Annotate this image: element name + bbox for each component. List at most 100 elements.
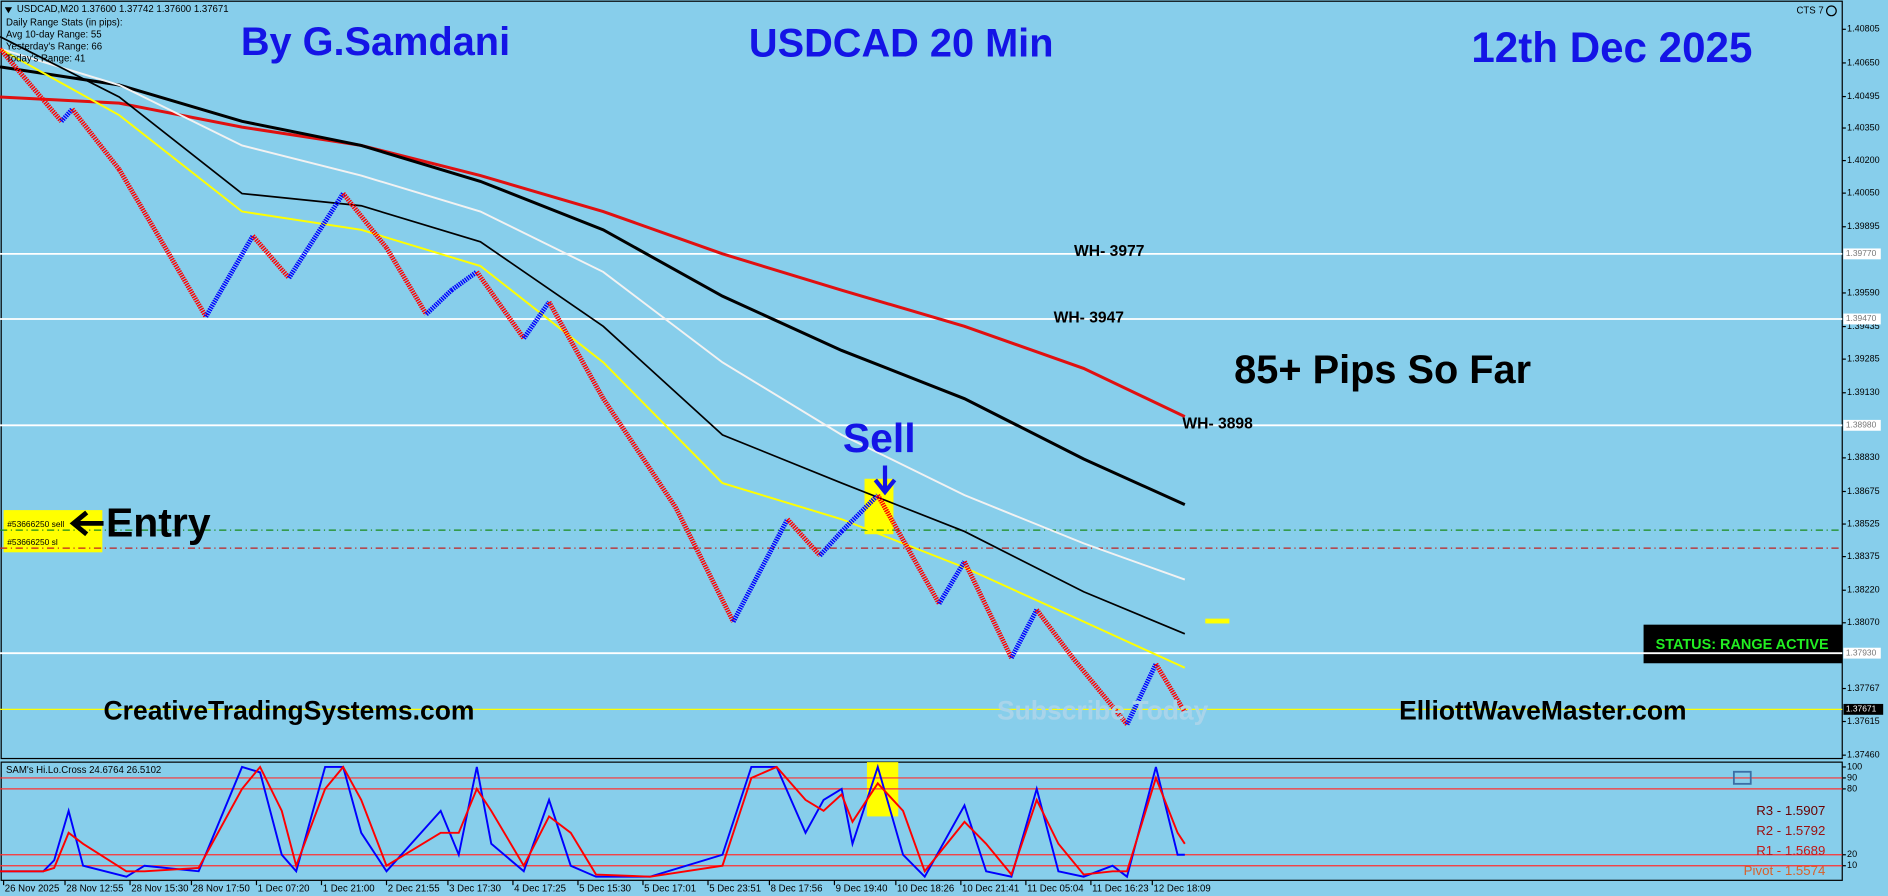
entry-annotation: Entry [106,500,211,546]
price-segment [839,493,880,534]
price-segment [875,493,942,605]
y-tick-label: 1.38375 [1847,551,1880,561]
price-segment [673,506,736,623]
pivot-label: R2 - 1.5792 [1756,823,1825,838]
price-segment [117,168,208,318]
level-note: WH- 3947 [1054,309,1125,326]
y-tick-label: 1.39435 [1847,321,1880,331]
y-tick-label: 1.38220 [1847,585,1880,595]
x-tick-label: 10 Dec 18:26 [897,883,954,894]
y-tick-label: 90 [1847,772,1857,782]
y-tick-label: 1.40350 [1847,122,1880,132]
website: CreativeTradingSystems.com [104,696,475,726]
platform-label: CTS 7 [1796,5,1823,16]
y-tick-label: 1.39895 [1847,221,1880,231]
y-tick-label: 80 [1847,783,1857,793]
stats-line: Today's Range: 41 [6,54,85,65]
y-tick-label: 1.40495 [1847,91,1880,101]
pivot-label: R1 - 1.5689 [1756,843,1825,858]
logo-icon [1732,770,1752,785]
x-tick-label: 12 Dec 18:09 [1154,883,1211,894]
y-tick-label: 1.37767 [1847,683,1880,693]
moving-average [0,47,1186,581]
y-tick-label: 20 [1847,849,1857,859]
pivot-label: Pivot - 1.5574 [1744,863,1826,878]
price-segment [785,517,822,558]
price-segment [70,107,122,171]
y-tick-label: 1.40805 [1847,24,1880,34]
menu-icon [4,7,13,14]
status-text: STATUS: RANGE ACTIVE [1656,637,1829,653]
oscillator-line [0,765,1186,878]
chart-title: USDCAD 20 Min [749,21,1054,65]
order-label: #53666250 sell [7,519,64,529]
order-label: #53666250 sl [7,537,58,547]
level-note: WH- 3898 [1182,416,1253,433]
y-tick-label: 1.37615 [1847,716,1880,726]
x-tick-label: 28 Nov 17:50 [193,883,250,894]
price-segment [818,529,844,558]
x-tick-label: 1 Dec 07:20 [258,883,310,894]
price-segment [203,234,255,318]
price-segment [1124,662,1159,726]
x-tick-label: 5 Dec 23:51 [709,883,761,894]
symbol-info: USDCAD,M20 1.37600 1.37742 1.37600 1.376… [17,4,229,15]
price-segment [521,300,552,340]
x-tick-label: 11 Dec 05:04 [1027,883,1084,894]
price-segment [1009,608,1039,660]
price-segment [474,270,526,340]
level-label-box [1843,313,1881,325]
price-segment [1153,662,1187,714]
y-tick-label: 1.39590 [1847,287,1880,297]
x-tick-label: 10 Dec 21:41 [962,883,1019,894]
y-tick-label: 1.39285 [1847,354,1880,364]
price-segment [424,288,454,316]
level-label: 1.39470 [1846,313,1877,323]
y-tick-label: 1.40050 [1847,188,1880,198]
status-box [1643,624,1843,664]
indicator-title: SAM's Hi.Lo.Cross 24.6764 26.5102 [6,765,161,776]
price-segment [601,397,678,509]
y-tick-label: 1.38675 [1847,486,1880,496]
main-panel-border [0,0,1843,760]
x-tick-label: 8 Dec 17:56 [771,883,823,894]
level-label-box [1843,248,1881,260]
y-tick-label: 1.40650 [1847,57,1880,67]
indicator-panel-border [0,761,1843,881]
price-segment [731,518,790,623]
x-tick-label: 5 Dec 17:01 [644,883,696,894]
price-segment [1034,608,1075,660]
pivot-label: R3 - 1.5907 [1756,803,1825,818]
current-price-box [1843,703,1884,715]
moving-average [0,47,1186,669]
x-tick-label: 5 Dec 15:30 [579,883,631,894]
entry-arrow [69,510,104,537]
y-tick-label: 1.38525 [1847,518,1880,528]
level-note: WH- 3977 [1074,243,1145,260]
pips-annotation: 85+ Pips So Far [1234,348,1531,392]
x-tick-label: 28 Nov 12:55 [66,883,123,894]
sell-annotation: Sell [843,415,916,461]
y-tick-label: 1.38070 [1847,617,1880,627]
x-tick-label: 4 Dec 17:25 [514,883,566,894]
x-tick-label: 2 Dec 21:55 [388,883,440,894]
x-tick-label: 28 Nov 15:30 [131,883,188,894]
y-tick-label: 1.39130 [1847,387,1880,397]
y-tick-label: 1.38830 [1847,452,1880,462]
price-segment [450,269,479,293]
price-segment [546,300,606,400]
moving-average [0,65,1186,507]
moving-average [0,95,1186,419]
current-price-label: 1.37671 [1846,704,1877,714]
sell-arrow [873,465,897,496]
x-tick-label: 1 Dec 21:00 [323,883,375,894]
plot-layer: 1.40805 1.40650 1.40495 1.40350 1.40200 1.400… [0,24,1884,894]
level-label: 1.38980 [1846,420,1877,430]
x-tick-label: 9 Dec 19:40 [836,883,888,894]
watermark: Subscribe Today [997,696,1209,726]
x-tick-label: 26 Nov 2025 [5,883,60,894]
x-tick-label: 3 Dec 17:30 [449,883,501,894]
website: ElliottWaveMaster.com [1399,696,1686,726]
moving-average [0,35,1186,635]
